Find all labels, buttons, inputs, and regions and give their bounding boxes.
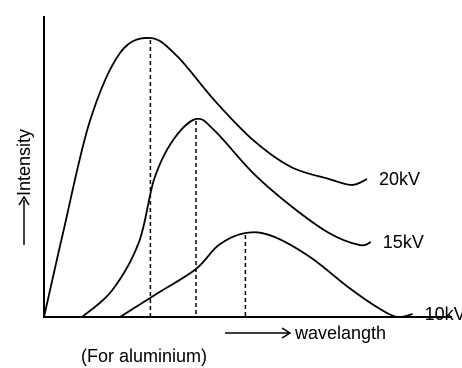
series-20kv-label: 20kV [379, 169, 420, 189]
series-10kv-curve [119, 231, 413, 319]
series-15kv-label: 15kV [383, 232, 424, 252]
y-axis-label: Intensity [14, 129, 34, 196]
chart-caption: (For aluminium) [81, 346, 207, 366]
series-20kv-curve [43, 37, 368, 318]
series-layer: 20kV 15kV 10kV [43, 37, 462, 324]
series-15kv-curve [81, 117, 372, 318]
y-axis-arrow [18, 195, 30, 245]
series-10kv-label: 10kV [425, 304, 462, 324]
x-axis-label: wavelangth [294, 323, 386, 343]
x-axis-arrow [225, 327, 292, 339]
